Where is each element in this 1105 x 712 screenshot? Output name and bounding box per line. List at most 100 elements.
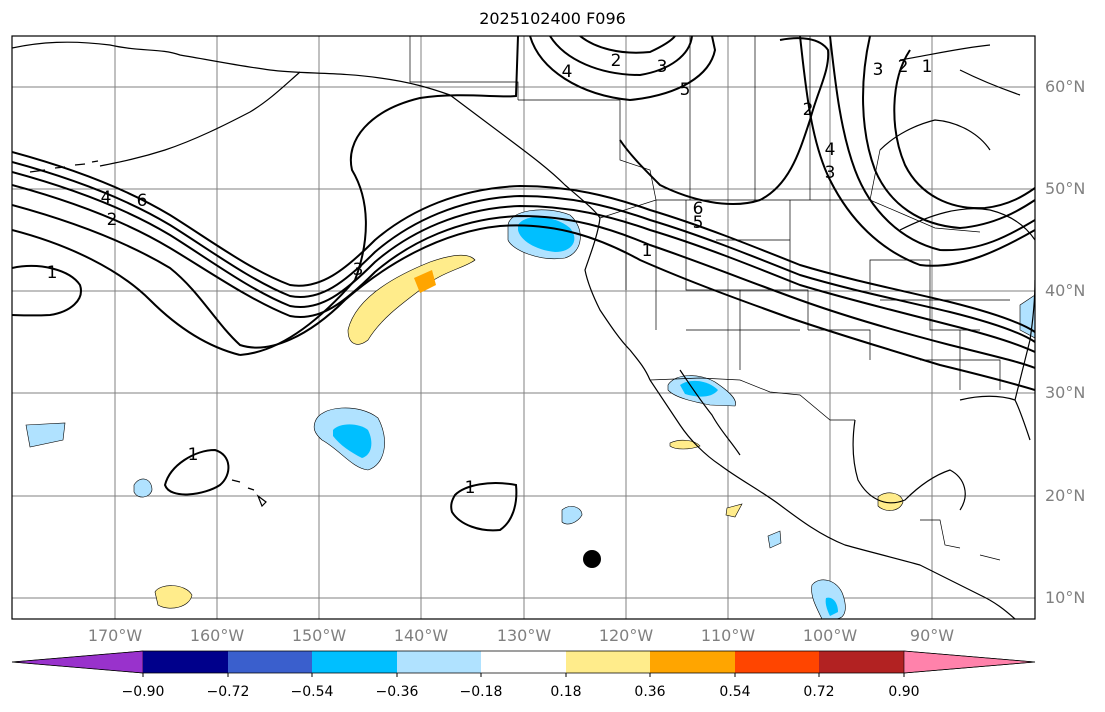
contour-east-1 bbox=[799, 36, 1035, 267]
contour-band-3 bbox=[12, 171, 1035, 353]
canada-provinces bbox=[518, 36, 881, 201]
coast-hudson bbox=[879, 119, 991, 151]
contour-label: 3 bbox=[657, 57, 668, 77]
contour-west-1 bbox=[12, 264, 82, 317]
contour-label: 6 bbox=[693, 199, 704, 219]
contour-label: 1 bbox=[47, 263, 58, 283]
coast-mexico-pacific bbox=[719, 464, 1016, 619]
anomaly-negative-deep bbox=[333, 424, 372, 458]
lat-label-40n: 40°N bbox=[1045, 281, 1086, 300]
colorbar-tick-label: −0.54 bbox=[290, 684, 334, 700]
colorbar-segment bbox=[312, 651, 397, 673]
anomaly-positive-light bbox=[725, 503, 743, 518]
colorbar-extend-max bbox=[903, 650, 1036, 674]
anomaly-positive-light bbox=[877, 492, 904, 511]
coast-alaska-north bbox=[12, 41, 451, 96]
anomaly-positive-orange bbox=[414, 270, 436, 293]
colorbar-tick-label: −0.18 bbox=[459, 684, 503, 700]
lon-label-110w: 110°W bbox=[700, 626, 756, 645]
lat-label-50n: 50°N bbox=[1045, 179, 1086, 198]
contour-label: 1 bbox=[922, 57, 933, 77]
anomaly-positive-light bbox=[347, 254, 476, 345]
lat-label-10n: 10°N bbox=[1045, 588, 1086, 607]
contour-label: 4 bbox=[101, 188, 112, 208]
anomaly-negative-light bbox=[25, 422, 66, 448]
lon-label-90w: 90°W bbox=[909, 626, 955, 645]
lon-label-160w: 160°W bbox=[189, 626, 245, 645]
lon-label-100w: 100°W bbox=[802, 626, 858, 645]
contour-east-4 bbox=[893, 49, 1035, 210]
colorbar-tick-label: 0.54 bbox=[719, 684, 751, 700]
contour-closed-subtropic bbox=[450, 482, 518, 532]
colorbar-segment bbox=[650, 651, 735, 673]
colorbar-tick-label: 0.18 bbox=[550, 684, 582, 700]
contour-outer bbox=[12, 229, 241, 356]
contour-label: 4 bbox=[825, 140, 836, 160]
colorbar-segment bbox=[566, 651, 650, 673]
lon-label-120w: 120°W bbox=[598, 626, 654, 645]
lon-label-130w: 130°W bbox=[496, 626, 552, 645]
contour-outer-2 bbox=[239, 36, 519, 356]
colorbar-segment bbox=[481, 651, 566, 673]
lon-label-150w: 150°W bbox=[291, 626, 347, 645]
contour-label: 5 bbox=[680, 80, 691, 100]
contour-label: 1 bbox=[642, 241, 653, 261]
contour-label: 3 bbox=[873, 60, 884, 80]
border-alaska-canada bbox=[409, 36, 519, 100]
anomaly-negative-light bbox=[133, 478, 153, 498]
coast-aleutians bbox=[29, 160, 99, 173]
contour-label: 1 bbox=[465, 478, 476, 498]
contour-label-group: 1 2 4 6 3 1 2 4 3 3 2 5 4 3 2 1 6 5 1 1 … bbox=[47, 51, 933, 498]
colorbar-tick-label: −0.36 bbox=[375, 684, 419, 700]
anomaly-positive-light bbox=[154, 585, 193, 609]
contour-label: 2 bbox=[107, 210, 118, 230]
colorbar-segment bbox=[143, 651, 228, 673]
coast-arctic bbox=[899, 44, 1021, 96]
contour-label: 5 bbox=[693, 213, 704, 233]
coast-gulf bbox=[852, 419, 966, 511]
contour-east-2 bbox=[829, 36, 1035, 252]
central-america bbox=[920, 519, 1001, 561]
anomaly-negative-light bbox=[767, 530, 782, 549]
contour-low-1 bbox=[529, 36, 717, 102]
contour-band-2 bbox=[12, 161, 1035, 343]
colorbar-segment bbox=[819, 651, 904, 673]
coast-us-west bbox=[584, 217, 651, 381]
contour-closed-hawaii bbox=[163, 448, 230, 496]
coast-hawaii bbox=[231, 479, 267, 508]
contour-label: 4 bbox=[562, 62, 573, 82]
contour-label: 6 bbox=[137, 191, 148, 211]
location-marker bbox=[583, 550, 601, 568]
contour-label: 3 bbox=[353, 260, 364, 280]
lon-label-170w: 170°W bbox=[87, 626, 143, 645]
border-us-mexico bbox=[649, 377, 855, 421]
colorbar-tick-label: 0.90 bbox=[888, 684, 920, 700]
contour-band-5 bbox=[12, 204, 1035, 391]
lat-label-30n: 30°N bbox=[1045, 383, 1086, 402]
lat-label-60n: 60°N bbox=[1045, 77, 1086, 96]
contour-label: 2 bbox=[611, 51, 622, 71]
colorbar-segment bbox=[735, 651, 819, 673]
anomaly-negative-light bbox=[561, 506, 583, 525]
lon-label-140w: 140°W bbox=[393, 626, 449, 645]
colorbar-extend-min bbox=[11, 650, 144, 674]
contour-label: 3 bbox=[825, 163, 836, 183]
colorbar bbox=[11, 650, 1036, 677]
contour-label: 1 bbox=[188, 445, 199, 465]
coast-alaska-south bbox=[99, 71, 301, 167]
coast-baja bbox=[649, 369, 741, 466]
colorbar-tick-label: −0.72 bbox=[206, 684, 250, 700]
contour-east-3 bbox=[862, 36, 1035, 230]
border-us-canada bbox=[599, 199, 981, 233]
colorbar-segment bbox=[228, 651, 312, 673]
map-frame bbox=[11, 35, 1036, 620]
colorbar-tick-label: −0.90 bbox=[121, 684, 165, 700]
contour-label: 2 bbox=[898, 57, 909, 77]
lat-label-20n: 20°N bbox=[1045, 486, 1086, 505]
map-title: 2025102400 F096 bbox=[479, 9, 626, 28]
contour-ridge bbox=[619, 37, 830, 206]
contour-band-1 bbox=[12, 151, 1035, 333]
contour-band-4 bbox=[12, 184, 1035, 369]
contour-lines bbox=[12, 36, 1035, 532]
